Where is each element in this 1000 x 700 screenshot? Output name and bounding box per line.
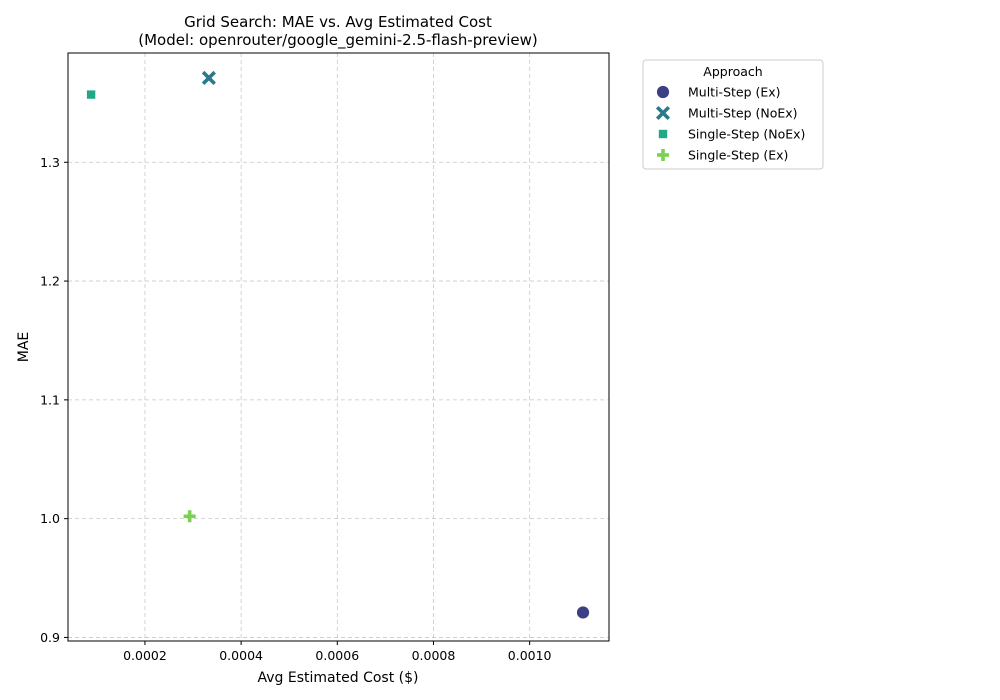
legend-marker-circle — [656, 85, 670, 99]
axis-ticks: 0.0002 0.0004 0.0006 0.0008 0.0010 0.9 1.0 1.1 1… — [40, 155, 551, 663]
data-point-circle — [576, 605, 590, 620]
y-tick-label: 1.2 — [40, 274, 60, 289]
y-tick-label: 1.0 — [40, 511, 60, 526]
legend-frame — [642, 59, 824, 170]
grid-lines — [68, 53, 609, 641]
legend-marker-x — [655, 105, 671, 121]
legend: Approach Multi-Step (Ex) Multi-Step (NoEx… — [642, 59, 824, 170]
legend-item-label: Single-Step (Ex) — [688, 148, 788, 163]
x-tick-label: 0.0004 — [219, 648, 263, 663]
x-tick-label: 0.0008 — [412, 648, 456, 663]
legend-item-label: Multi-Step (Ex) — [688, 85, 781, 100]
x-tick-label: 0.0002 — [123, 648, 167, 663]
data-point-square — [86, 89, 96, 100]
legend-marker-plus — [657, 149, 669, 161]
plot-frame — [67, 52, 610, 642]
legend-marker-square — [658, 129, 668, 139]
y-axis-label: MAE — [16, 332, 32, 363]
chart-title-line2: (Model: openrouter/google_gemini-2.5-fla… — [138, 31, 538, 50]
legend-item-label: Multi-Step (NoEx) — [688, 106, 798, 121]
x-tick-label: 0.0010 — [508, 648, 552, 663]
y-tick-label: 0.9 — [40, 630, 60, 645]
data-point-x — [201, 70, 216, 85]
x-axis-label: Avg Estimated Cost ($) — [258, 670, 419, 686]
data-points — [86, 70, 590, 620]
legend-item-label: Single-Step (NoEx) — [688, 127, 805, 142]
y-tick-label: 1.3 — [40, 155, 60, 170]
data-point-plus — [183, 510, 196, 523]
legend-title: Approach — [703, 64, 762, 79]
x-tick-label: 0.0006 — [315, 648, 359, 663]
chart-title-line1: Grid Search: MAE vs. Avg Estimated Cost — [184, 13, 492, 31]
y-tick-label: 1.1 — [40, 392, 60, 407]
